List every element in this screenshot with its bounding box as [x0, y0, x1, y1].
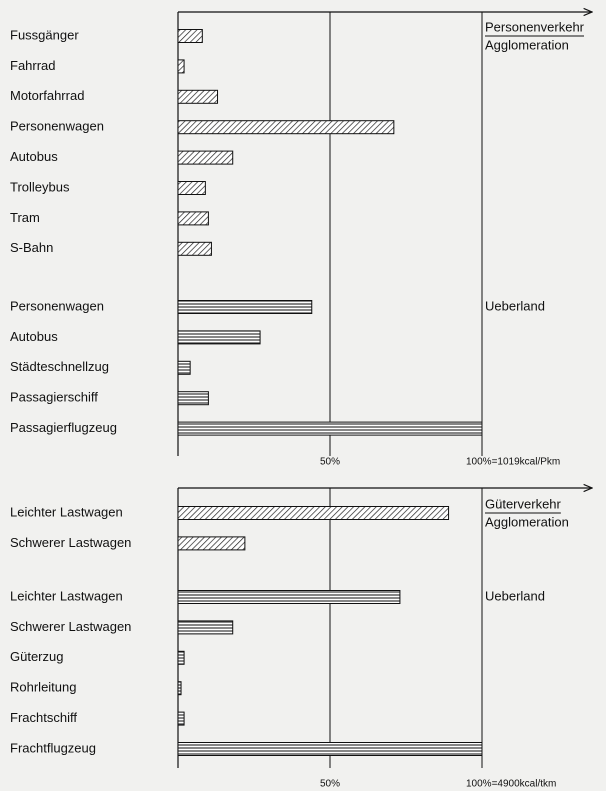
bar: [177, 650, 185, 665]
bar: [177, 590, 401, 604]
y-tick-label: S-Bahn: [10, 240, 53, 255]
x-tick-label: 50%: [320, 779, 340, 790]
y-tick-label: Güterzug: [10, 649, 63, 664]
y-tick-label: Motorfahrrad: [10, 88, 84, 103]
y-tick-label: Schwerer Lastwagen: [10, 619, 131, 634]
bar: [177, 742, 483, 756]
x-tick-label: 100%=1019kcal/Pkm: [466, 457, 560, 468]
bar: [177, 150, 234, 165]
bar: [177, 506, 450, 520]
y-tick-label: Frachtflugzeug: [10, 740, 96, 755]
y-tick-label: Leichter Lastwagen: [10, 588, 123, 603]
bar: [177, 241, 212, 256]
y-tick-label: Autobus: [10, 329, 58, 344]
bar: [177, 620, 234, 635]
y-tick-label: Frachtschiff: [10, 710, 77, 725]
bar: [177, 181, 206, 195]
x-tick-label: 50%: [320, 457, 340, 468]
y-tick-label: Personenwagen: [10, 298, 104, 313]
bar: [177, 59, 185, 74]
group-label: Agglomeration: [485, 514, 569, 529]
y-tick-label: Leichter Lastwagen: [10, 504, 123, 519]
bar: [177, 330, 261, 345]
bar: [177, 89, 219, 104]
y-tick-label: Passagierschiff: [10, 390, 98, 405]
x-tick-label: 100%=4900kcal/tkm: [466, 779, 556, 790]
bar: [177, 711, 185, 726]
bar: [177, 360, 191, 375]
chart-title: Personenverkehr: [485, 19, 585, 34]
y-tick-label: Passagierflugzeug: [10, 420, 117, 435]
y-tick-label: Rohrleitung: [10, 680, 77, 695]
bar: [177, 391, 209, 406]
bar: [177, 421, 483, 436]
y-tick-label: Städteschnellzug: [10, 359, 109, 374]
chart-title: Güterverkehr: [485, 496, 562, 511]
bar: [177, 681, 182, 696]
bar: [177, 120, 395, 135]
bar: [177, 300, 313, 314]
y-tick-label: Autobus: [10, 149, 58, 164]
group-label: Agglomeration: [485, 37, 569, 52]
y-tick-label: Schwerer Lastwagen: [10, 535, 131, 550]
bar: [177, 211, 209, 226]
y-tick-label: Tram: [10, 210, 40, 225]
y-tick-label: Personenwagen: [10, 119, 104, 134]
y-tick-label: Trolleybus: [10, 179, 70, 194]
bar: [177, 536, 246, 551]
group-label: Ueberland: [485, 298, 545, 313]
y-tick-label: Fussgänger: [10, 27, 79, 42]
group-label: Ueberland: [485, 588, 545, 603]
y-tick-label: Fahrrad: [10, 58, 56, 73]
bar: [177, 29, 203, 43]
